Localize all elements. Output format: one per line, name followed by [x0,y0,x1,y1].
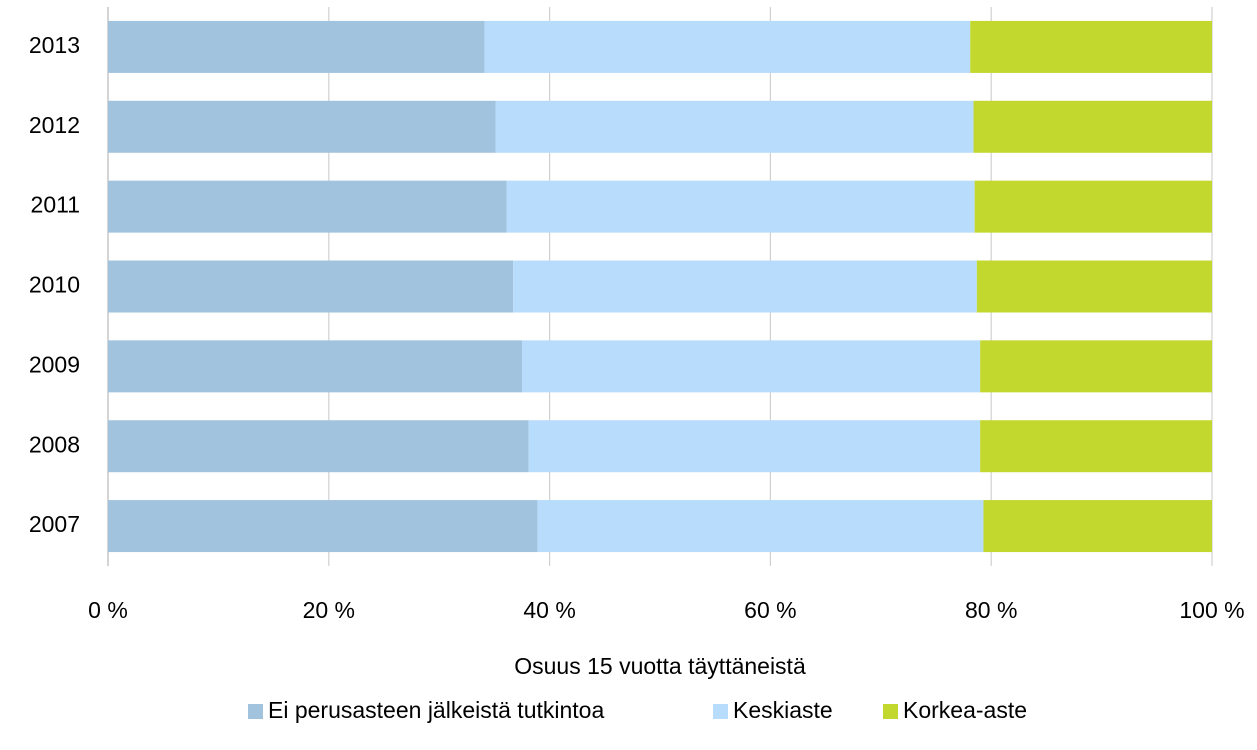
bar-segment [970,20,1212,73]
bar-segment [108,500,538,553]
bar-segment [108,180,507,233]
x-tick-label: 0 % [88,597,128,623]
legend-label: Korkea-aste [903,697,1027,723]
bar-segment [108,100,496,153]
bar-segment [522,340,981,393]
bar-segment [528,420,981,473]
y-tick-label: 2013 [29,32,80,58]
bar-segment [976,260,1212,313]
bar-segment [973,100,1212,153]
bar-segment [108,260,514,313]
bar-segment [108,340,522,393]
y-tick-label: 2008 [29,431,80,457]
legend-swatch [248,704,263,719]
y-tick-label: 2009 [29,351,80,377]
legend-label: Ei perusasteen jälkeistä tutkintoa [268,697,604,723]
bar-segment [974,180,1212,233]
y-tick-label: 2010 [29,272,80,298]
x-tick-label: 80 % [965,597,1017,623]
x-tick-label: 60 % [744,597,796,623]
bar-segment [506,180,975,233]
bar-segment [484,20,971,73]
bar-segment [495,100,974,153]
bar-segment [513,260,977,313]
y-tick-label: 2011 [31,192,80,218]
legend-swatch [713,704,728,719]
bar-segment [983,500,1212,553]
bar-segment [980,420,1212,473]
x-tick-label: 20 % [303,597,355,623]
x-tick-label: 40 % [523,597,575,623]
bar-segment [108,420,529,473]
y-tick-label: 2007 [29,511,80,537]
bar-segment [108,20,485,73]
legend-label: Keskiaste [733,697,833,723]
bar-segment [537,500,984,553]
y-tick-label: 2012 [29,112,80,138]
x-axis-label: Osuus 15 vuotta täyttäneistä [514,653,806,679]
x-tick-label: 100 % [1179,597,1244,623]
legend-swatch [883,704,898,719]
bar-segment [980,340,1212,393]
